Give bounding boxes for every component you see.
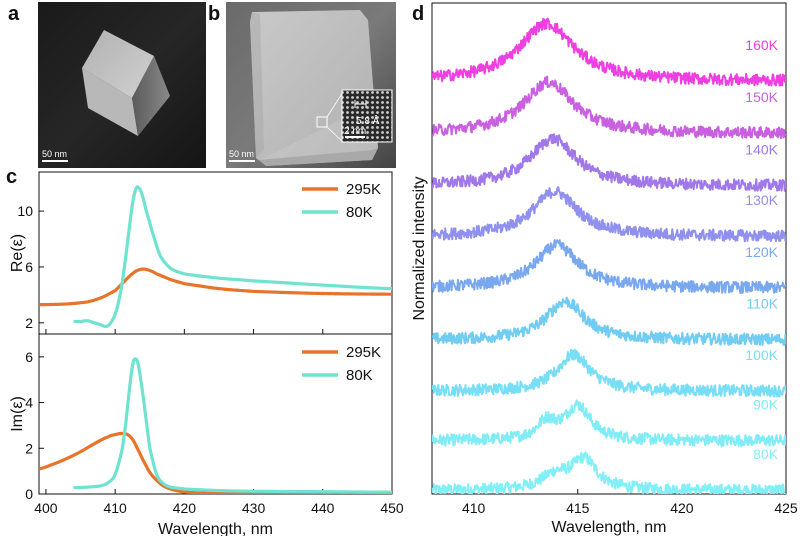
temperature-label-90K: 90K bbox=[753, 396, 779, 412]
spectrum-110K bbox=[432, 296, 786, 346]
panel-label-d: d bbox=[412, 3, 424, 25]
legend-label-295K: 295K bbox=[346, 181, 381, 198]
spectrum-140K bbox=[432, 133, 786, 192]
x-tick-label: 425 bbox=[774, 500, 798, 516]
x-tick-label: 450 bbox=[380, 500, 404, 516]
x-tick-label: 410 bbox=[103, 500, 127, 516]
inset-scale-label: 2 nm bbox=[344, 126, 366, 137]
y-tick-label: 6 bbox=[25, 259, 33, 275]
series-line-80K bbox=[73, 185, 392, 328]
x-tick-label: 415 bbox=[566, 500, 590, 516]
scale-bar-a: 50 nm bbox=[42, 149, 67, 159]
legend-label-80K: 80K bbox=[346, 204, 373, 221]
tem-image-b: 5.8 Å 2 nm 50 nm bbox=[226, 2, 396, 168]
temperature-label-120K: 120K bbox=[745, 244, 778, 260]
panel-label-c: c bbox=[6, 166, 17, 188]
scale-bar-b: 50 nm bbox=[229, 149, 254, 159]
temperature-label-80K: 80K bbox=[753, 446, 779, 462]
y-tick-label: 0 bbox=[25, 486, 33, 502]
plot-frame bbox=[431, 2, 787, 495]
spectrum-100K bbox=[432, 348, 786, 398]
x-tick-label: 420 bbox=[670, 500, 694, 516]
inset-lattice-label: 5.8 Å bbox=[356, 114, 380, 127]
temperature-label-160K: 160K bbox=[745, 37, 778, 53]
y-tick-label: 10 bbox=[17, 203, 33, 219]
temperature-label-100K: 100K bbox=[745, 347, 778, 363]
temperature-label-150K: 150K bbox=[745, 89, 778, 105]
temperature-label-140K: 140K bbox=[745, 141, 778, 157]
spectrum-130K bbox=[432, 186, 786, 243]
spectrum-160K bbox=[432, 17, 786, 87]
y-tick-label: 6 bbox=[25, 349, 33, 365]
tem-image-a: 50 nm bbox=[38, 2, 206, 168]
spectrum-150K bbox=[432, 75, 786, 140]
panel-label-b: b bbox=[208, 3, 220, 25]
im-epsilon-plot: 0 2 4 6 400 410 420 430 440 450 295K 80K Im(ε) Wavele… bbox=[9, 333, 404, 536]
x-tick-label: 410 bbox=[462, 500, 486, 516]
y-axis-label: Re(ε) bbox=[9, 234, 26, 272]
plot-frame bbox=[38, 171, 393, 335]
x-axis-label: Wavelength, nm bbox=[551, 519, 666, 536]
temperature-label-110K: 110K bbox=[746, 296, 778, 312]
y-axis-label: Normalized intensity bbox=[411, 176, 428, 320]
spectrum-80K bbox=[432, 451, 786, 494]
y-tick-label: 2 bbox=[25, 440, 33, 456]
x-tick-label: 430 bbox=[242, 500, 266, 516]
legend-label-295K: 295K bbox=[346, 344, 381, 361]
legend-label-80K: 80K bbox=[346, 367, 373, 384]
x-tick-label: 400 bbox=[34, 500, 58, 516]
temperature-label-130K: 130K bbox=[745, 192, 778, 208]
y-tick-label: 4 bbox=[25, 395, 33, 411]
x-axis-label: Wavelength, nm bbox=[158, 521, 273, 536]
pl-spectra-plot: 410 415 420 425 80K 90K 100K 110K 120K 130K 140K 15… bbox=[411, 2, 798, 536]
spectrum-120K bbox=[432, 239, 786, 295]
re-epsilon-plot: 2 6 10 295K 80K Re(ε) bbox=[9, 171, 393, 335]
x-tick-label: 440 bbox=[311, 500, 335, 516]
series-line-295K bbox=[39, 431, 392, 494]
y-tick-label: 2 bbox=[25, 315, 33, 331]
plot-frame bbox=[38, 333, 393, 495]
panel-label-a: a bbox=[8, 3, 20, 25]
spectrum-90K bbox=[432, 399, 786, 448]
y-axis-label: Im(ε) bbox=[9, 396, 26, 432]
x-tick-label: 420 bbox=[173, 500, 197, 516]
series-line-295K bbox=[39, 267, 392, 307]
series-line-80K bbox=[73, 357, 392, 494]
